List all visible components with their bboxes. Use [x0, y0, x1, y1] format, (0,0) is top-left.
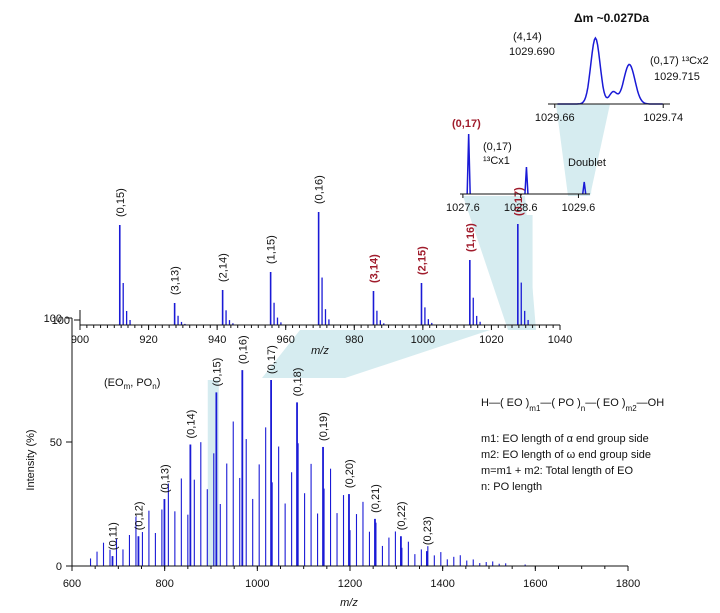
zoom3-peak	[466, 133, 471, 195]
zoom4-x-tick-label: 1029.66	[535, 112, 575, 124]
zoom2-x-tick-label: 900	[71, 334, 89, 346]
zoom2-x-tick-label: 940	[208, 334, 226, 346]
zoom2-x-tick-label: 960	[277, 334, 295, 346]
zoom2-peak-label: (2,14)	[218, 253, 230, 282]
zoom2-peaks: (0,15) (3,13) (2,14) (1,15) (0,16) (3,14) (2,1…	[115, 175, 529, 325]
zoom3-peak	[524, 166, 529, 195]
y-tick-label: 50	[50, 437, 62, 449]
zoom2-x-tick-label: 1040	[548, 334, 572, 346]
zoom2-peak-label: (1,16)	[465, 223, 477, 252]
x-tick-label: 1800	[616, 578, 640, 590]
zoom2-peak-label: (3,13)	[170, 266, 182, 295]
zoom4-label-4-14: (4,14)	[513, 31, 542, 43]
zoom4-x-tick-label: 1029.74	[643, 112, 683, 124]
x-tick-label: 1000	[245, 578, 269, 590]
definition-m2: m2: EO length of ω end group side	[481, 449, 651, 461]
zoom-panel-900-1040: (0,15) (3,13) (2,14) (1,15) (0,16) (3,14) (2,1…	[52, 175, 573, 357]
zoom4-peaks	[557, 36, 663, 105]
x-tick-label: 800	[155, 578, 173, 590]
x-tick-label: 600	[63, 578, 81, 590]
peak-label: (0,12)	[133, 501, 145, 530]
zoom4-label-0-17-c2: (0,17) ¹³Cx2	[650, 55, 709, 67]
full-spectrum-axes: 600 800 1000 1200 1400 1600 1800 0 50 100	[44, 313, 641, 590]
zoom2-peak-label: (1,15)	[266, 235, 278, 264]
band-zoom2-strip	[516, 215, 533, 325]
peak-label: (0,11)	[107, 522, 119, 550]
zoom3-label-0-17: (0,17)	[452, 118, 481, 130]
zoom3-peak	[581, 181, 587, 195]
y-axis-title: Intensity (%)	[25, 429, 37, 490]
zoom2-peak-label: (3,14)	[368, 254, 380, 283]
band-zoom3-to-zoom4	[556, 104, 610, 196]
peak-label: (0,15)	[211, 358, 223, 387]
definition-n: n: PO length	[481, 481, 542, 493]
series-label: (EOm, POn)	[104, 377, 160, 391]
definition-m1: m1: EO length of α end group side	[481, 433, 649, 445]
full-spectrum-peaks: (0,11) (0,12) (0,13) (0,14) (0,15) (0,16) (0,1…	[89, 335, 526, 566]
peak-label: (0,13)	[159, 464, 171, 493]
zoom2-y-tick-label: 100	[52, 315, 70, 327]
peak-label: (0,23)	[422, 516, 434, 545]
zoom2-x-tick-label: 1020	[479, 334, 503, 346]
y-tick-label: 100	[44, 313, 62, 325]
zoom3-label-doublet: Doublet	[568, 157, 606, 169]
band-zoom3-strip	[579, 175, 592, 194]
definition-m: m=m1 + m2: Total length of EO	[481, 465, 633, 477]
zoom2-peak-label: (2,15)	[416, 246, 428, 275]
x-tick-label: 1200	[338, 578, 362, 590]
zoom4-axes: 1029.66 1029.74	[535, 103, 683, 124]
zoom-panel-isotopes: 1027.6 1028.6 1029.6 (0,17) (0,17) ¹³Cx1 D…	[446, 118, 606, 214]
zoom2-axes: 900 920 940 960 980 1000 1020 1040 100	[52, 310, 572, 346]
peak-label: (0,19)	[318, 412, 330, 441]
band-full-to-zoom2	[262, 330, 490, 378]
zoom3-x-tick-label: 1029.6	[562, 202, 596, 214]
x-axis-title: m/z	[340, 597, 358, 609]
zoom2-x-tick-label: 1000	[411, 334, 435, 346]
peak-label: (0,18)	[292, 368, 304, 397]
zoom2-peak-label: (0,16)	[314, 175, 326, 204]
zoom3-x-tick-label: 1027.6	[446, 202, 480, 214]
peak-label: (0,16)	[237, 335, 249, 364]
y-tick-label: 0	[56, 561, 62, 573]
zoom3-peaks	[466, 133, 587, 195]
peak-label: (0,14)	[185, 410, 197, 439]
zoom4-mass-4-14: 1029.690	[509, 46, 555, 58]
peak-label: (0,20)	[344, 459, 356, 488]
zoom3-axes: 1027.6 1028.6 1029.6	[446, 193, 596, 214]
zoom2-peak-label: (0,15)	[115, 188, 127, 217]
zoom4-title: Δm ~0.027Da	[574, 11, 649, 25]
zoom3-label-isotope-1: (0,17)	[483, 141, 512, 153]
zoom3-x-tick-label: 1028.6	[504, 202, 538, 214]
structure-formula: H—( EO )m1—( PO )n—( EO )m2—OH	[481, 397, 664, 413]
peak-label: (0,17)	[266, 345, 278, 374]
peak-label: (0,21)	[370, 484, 382, 513]
zoom2-x-axis-title: m/z	[311, 345, 329, 357]
peak-label: (0,22)	[396, 501, 408, 530]
zoom4-mass-0-17-c2: 1029.715	[654, 71, 700, 83]
zoom2-x-tick-label: 980	[345, 334, 363, 346]
x-tick-label: 1600	[523, 578, 547, 590]
zoom2-x-tick-label: 920	[139, 334, 157, 346]
zoom-panel-doublet: 1029.66 1029.74 Δm ~0.027Da (4,14) 1029.6…	[509, 11, 709, 124]
zoom4-doublet-trace	[557, 36, 663, 105]
x-tick-label: 1400	[430, 578, 454, 590]
zoom3-label-isotope-2: ¹³Cx1	[483, 155, 510, 167]
